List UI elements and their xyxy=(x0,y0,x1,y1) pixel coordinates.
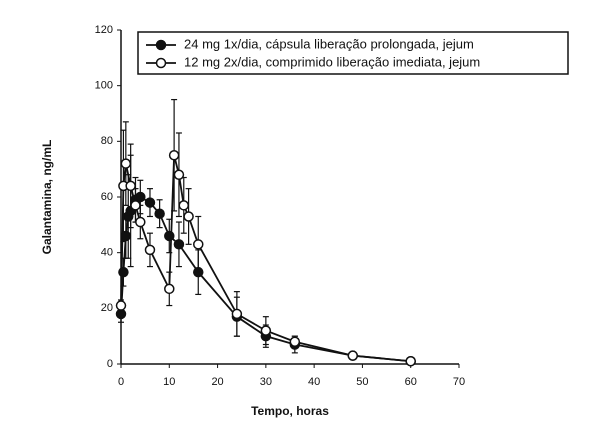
legend-label: 12 mg 2x/dia, comprimido liberação imedi… xyxy=(184,54,480,69)
x-tick-label: 10 xyxy=(163,376,175,388)
point xyxy=(164,230,175,242)
point xyxy=(405,355,416,367)
x-tick-label: 20 xyxy=(211,376,223,388)
point xyxy=(125,180,136,192)
x-axis-label: Tempo, horas xyxy=(251,404,329,418)
y-tick-label: 100 xyxy=(95,80,113,92)
point xyxy=(135,191,146,203)
point xyxy=(118,266,129,278)
point xyxy=(347,350,359,361)
point xyxy=(173,239,185,250)
point xyxy=(144,197,156,208)
point xyxy=(144,244,156,256)
legend-label: 24 mg 1x/dia, cápsula liberação prolonga… xyxy=(184,36,474,51)
point xyxy=(231,308,243,320)
y-tick-label: 0 xyxy=(107,358,113,370)
point xyxy=(130,200,141,211)
y-tick-label: 120 xyxy=(95,24,113,36)
point xyxy=(289,336,301,347)
point xyxy=(154,208,165,219)
x-tick-label: 40 xyxy=(308,376,320,388)
legend-marker xyxy=(155,57,167,69)
y-tick-label: 40 xyxy=(101,247,113,259)
x-tick-label: 70 xyxy=(453,376,465,388)
point xyxy=(193,239,204,250)
x-tick-label: 0 xyxy=(118,376,124,388)
point xyxy=(164,283,175,295)
point xyxy=(120,158,132,169)
point xyxy=(183,211,194,222)
point xyxy=(168,150,180,161)
legend-marker xyxy=(155,39,167,51)
point xyxy=(115,300,127,311)
point xyxy=(178,200,190,211)
point xyxy=(260,325,272,336)
point xyxy=(173,169,185,180)
legend-box xyxy=(137,31,569,75)
y-tick-label: 20 xyxy=(101,302,113,314)
point xyxy=(135,216,146,228)
y-axis-label: Galantamina, ng/mL xyxy=(40,140,54,255)
x-tick-label: 30 xyxy=(260,376,272,388)
y-tick-label: 80 xyxy=(101,135,113,147)
x-tick-label: 60 xyxy=(405,376,417,388)
x-tick-label: 50 xyxy=(356,376,368,388)
y-tick-label: 60 xyxy=(101,191,113,203)
